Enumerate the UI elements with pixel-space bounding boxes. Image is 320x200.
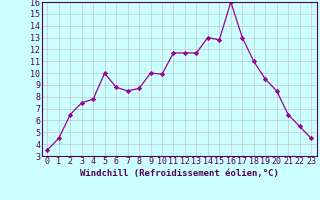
X-axis label: Windchill (Refroidissement éolien,°C): Windchill (Refroidissement éolien,°C) bbox=[80, 169, 279, 178]
